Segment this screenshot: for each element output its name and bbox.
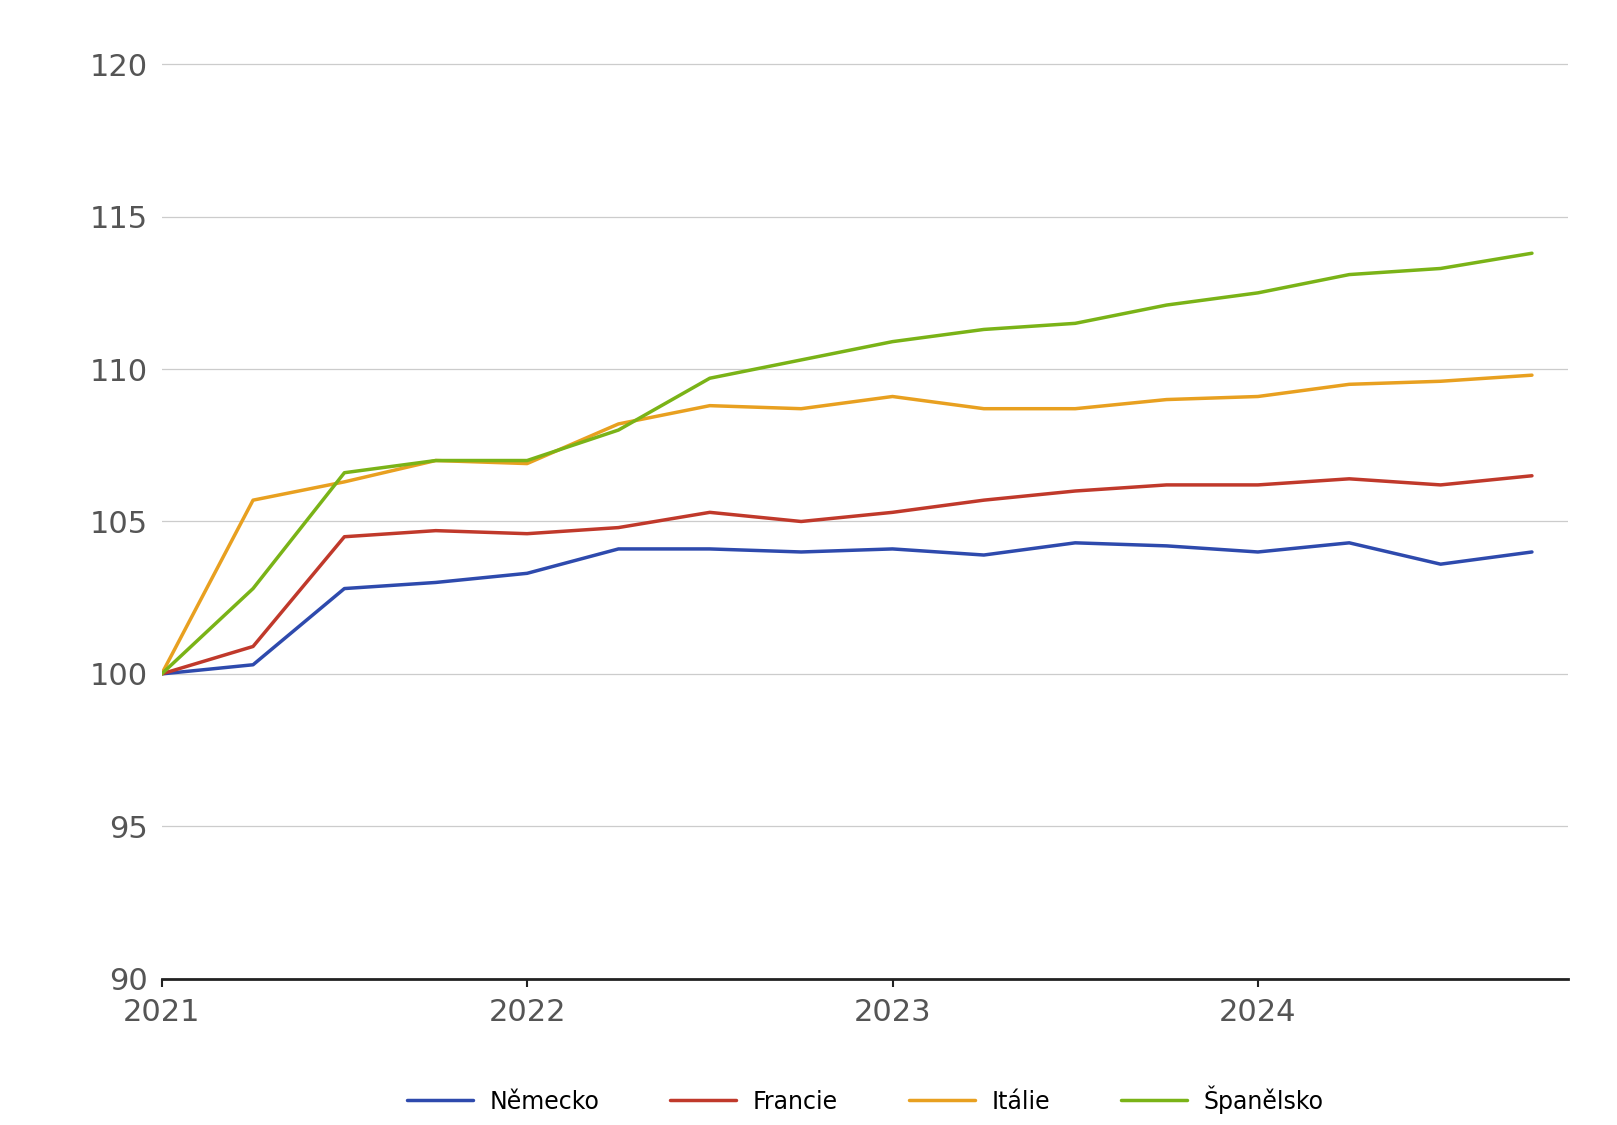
Legend: Německo, Francie, Itálie, Španělsko: Německo, Francie, Itálie, Španělsko [398,1076,1332,1123]
